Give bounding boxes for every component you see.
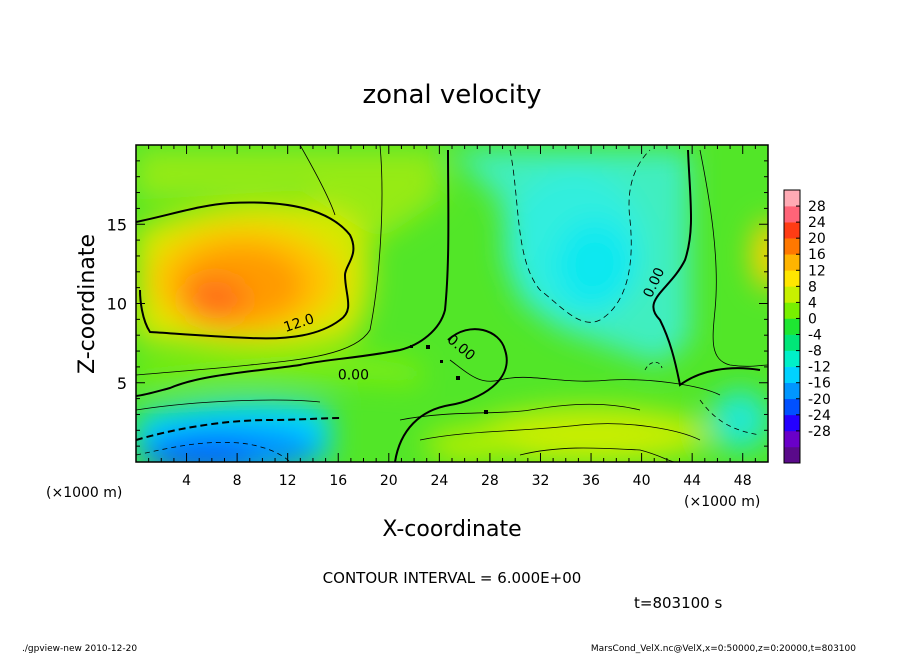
colorbar-tick-label: -12 xyxy=(808,360,831,376)
x-tick-label: 40 xyxy=(633,473,651,489)
x-tick-label: 48 xyxy=(734,473,752,489)
colorbar-swatch xyxy=(784,334,800,351)
footer-left: ./gpview-new 2010-12-20 xyxy=(22,644,137,654)
x-tick-label: 20 xyxy=(380,473,398,489)
y-tick-label: 10 xyxy=(107,295,127,314)
x-tick-label: 44 xyxy=(683,473,701,489)
footer-right: MarsCond_VelX.nc@VelX,x=0:50000,z=0:2000… xyxy=(591,644,856,654)
colorbar-tick-label: -24 xyxy=(808,408,831,424)
chart-title: zonal velocity xyxy=(362,80,541,110)
colorbar-swatch xyxy=(784,414,800,432)
color-field xyxy=(136,145,768,462)
colorbar-swatch xyxy=(784,446,800,464)
x-tick-label: 8 xyxy=(233,473,242,489)
y-tick-label: 5 xyxy=(117,374,127,393)
colorbar-tick-label: 20 xyxy=(808,231,826,247)
colorbar-swatch xyxy=(784,222,800,239)
colorbar-swatch xyxy=(784,350,800,367)
contour-interval: CONTOUR INTERVAL = 6.000E+00 xyxy=(323,569,582,587)
colorbar-tick-label: 16 xyxy=(808,247,826,263)
colorbar-swatch xyxy=(784,430,800,448)
colorbar-tick-label: 24 xyxy=(808,215,826,231)
x-axis-label: X-coordinate xyxy=(382,517,521,542)
colorbar-swatch xyxy=(784,398,800,416)
colorbar-tick-label: -8 xyxy=(808,344,822,360)
colorbar-tick-label: -16 xyxy=(808,376,831,392)
colorbar-swatch xyxy=(784,238,800,255)
colorbar-swatch xyxy=(784,190,800,207)
colorbar-swatch xyxy=(784,286,800,303)
colorbar-swatch xyxy=(784,382,800,400)
x-tick-label: 24 xyxy=(430,473,448,489)
colorbar-tick-label: 4 xyxy=(808,295,817,311)
x-tick-label: 16 xyxy=(329,473,347,489)
colorbar-tick-label: 0 xyxy=(808,311,817,327)
colorbar-frame xyxy=(783,189,801,464)
time-label: t=803100 s xyxy=(634,594,722,612)
x-tick-label: 12 xyxy=(279,473,297,489)
colorbar-tick-label: -20 xyxy=(808,392,831,408)
contour-label: 0.00 xyxy=(338,368,369,384)
colorbar-swatch xyxy=(784,366,800,384)
colorbar-tick-label: -4 xyxy=(808,328,822,344)
colorbar-swatch xyxy=(784,270,800,287)
colorbar-tick-label: -28 xyxy=(808,424,831,440)
colorbar-tick-label: 12 xyxy=(808,263,826,279)
colorbar-tick-label: 28 xyxy=(808,199,826,215)
x-tick-label: 4 xyxy=(182,473,191,489)
x-tick-label: 32 xyxy=(532,473,550,489)
colorbar-swatch xyxy=(784,318,800,335)
contour-lines xyxy=(136,145,768,462)
colorbar-swatch xyxy=(784,302,800,319)
x-unit-label-right: (×1000 m) xyxy=(684,494,760,510)
y-axis: 5 10 15 xyxy=(107,160,768,447)
colorbar-swatch xyxy=(784,254,800,271)
y-axis-label: Z-coordinate xyxy=(75,234,100,374)
colorbar-tick-label: 8 xyxy=(808,279,817,295)
x-tick-label: 28 xyxy=(481,473,499,489)
y-tick-label: 15 xyxy=(107,215,127,234)
colorbar-swatch xyxy=(784,206,800,223)
x-axis: 4 8 12 16 20 24 28 32 36 40 44 48 xyxy=(148,145,756,489)
x-unit-label-left: (×1000 m) xyxy=(46,485,122,501)
x-tick-label: 36 xyxy=(582,473,600,489)
